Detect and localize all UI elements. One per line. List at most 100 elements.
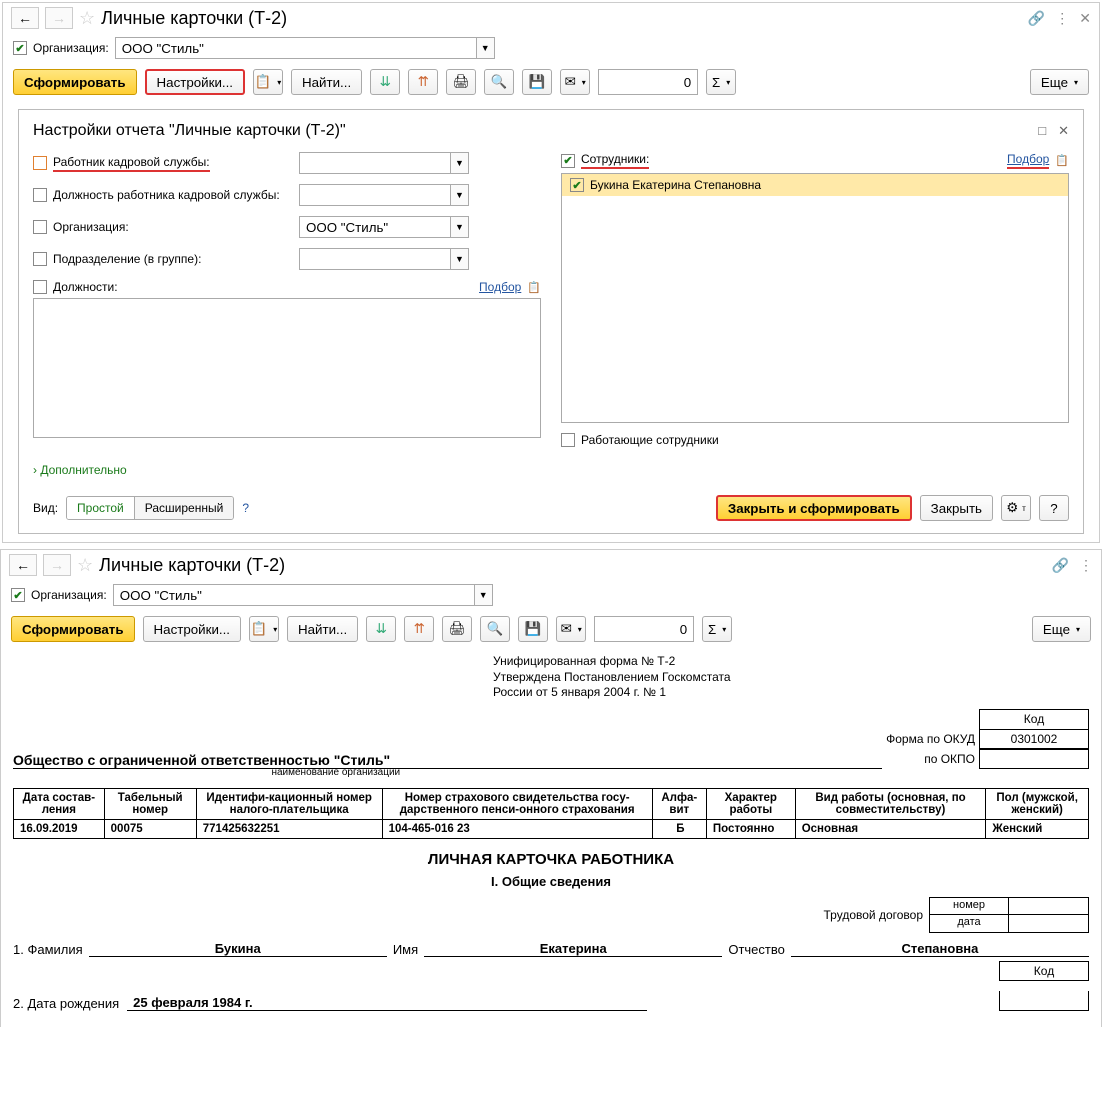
print-button-2[interactable]: 🖨 — [442, 616, 472, 642]
org-dropdown-button-2[interactable]: ▼ — [475, 584, 493, 606]
org-input-2[interactable] — [113, 584, 475, 606]
expand-button-2[interactable]: ⇊ — [366, 616, 396, 642]
name-label: Имя — [393, 942, 418, 957]
generate-button[interactable]: Сформировать — [13, 69, 137, 95]
link-icon-2[interactable]: 🔗 — [1052, 557, 1069, 574]
collapse-button-2[interactable]: ⇈ — [404, 616, 434, 642]
org-input[interactable] — [115, 37, 477, 59]
num-input-2[interactable] — [594, 616, 694, 642]
find-button[interactable]: Найти... — [291, 69, 362, 95]
report-table: Дата состав-ления Табельный номер Иденти… — [13, 788, 1089, 839]
hr-worker-checkbox[interactable] — [33, 156, 47, 170]
window-header: ← → ☆ Личные карточки (Т-2) 🔗 ⋮ ✕ — [3, 3, 1099, 33]
expand-button[interactable]: ⇊ — [370, 69, 400, 95]
org-row-s: Организация: ▼ — [33, 216, 541, 238]
collapse-button[interactable]: ⇈ — [408, 69, 438, 95]
favorite-icon[interactable]: ☆ — [79, 8, 95, 29]
meta-line-3: России от 5 января 2004 г. № 1 — [493, 685, 1089, 701]
sum-button-2[interactable]: Σ▾ — [702, 616, 732, 642]
toolbar-1: Сформировать Настройки... 📋▾ Найти... ⇊ … — [3, 63, 1099, 101]
org-dd-s[interactable]: ▼ — [451, 216, 469, 238]
settings-button-2[interactable]: Настройки... — [143, 616, 241, 642]
save-button-2[interactable]: 💾 — [518, 616, 548, 642]
org-input-s[interactable] — [299, 216, 451, 238]
hr-worker-dd[interactable]: ▼ — [451, 152, 469, 174]
td-date: 16.09.2019 — [14, 819, 105, 838]
positions-checkbox[interactable] — [33, 280, 47, 294]
dept-dd[interactable]: ▼ — [451, 248, 469, 270]
more-button[interactable]: Еще▾ — [1030, 69, 1089, 95]
settings-close-icon[interactable]: ✕ — [1058, 123, 1069, 139]
positions-podbor-link[interactable]: Подбор — [479, 280, 521, 294]
window-header-actions: 🔗 ⋮ ✕ — [1028, 10, 1091, 27]
close-icon[interactable]: ✕ — [1079, 10, 1091, 27]
positions-list[interactable] — [33, 298, 541, 438]
dept-row: Подразделение (в группе): ▼ — [33, 248, 541, 270]
mail-button[interactable]: ✉▾ — [560, 69, 590, 95]
window-2: ← → ☆ Личные карточки (Т-2) 🔗 ⋮ ✔ Органи… — [0, 549, 1102, 1027]
additional-link[interactable]: Дополнительно — [33, 463, 127, 477]
okud-label: Форма по ОКУД — [886, 732, 975, 746]
birth-row: 2. Дата рождения 25 февраля 1984 г. — [13, 991, 1089, 1011]
hr-position-dd[interactable]: ▼ — [451, 184, 469, 206]
org-checkbox[interactable]: ✔ — [13, 41, 27, 55]
employee-item[interactable]: ✔ Букина Екатерина Степановна — [562, 174, 1068, 196]
more-button-2[interactable]: Еще▾ — [1032, 616, 1091, 642]
dept-checkbox[interactable] — [33, 252, 47, 266]
generate-button-2[interactable]: Сформировать — [11, 616, 135, 642]
employees-header: ✔ Сотрудники: Подбор 📋 — [561, 152, 1069, 169]
nav-forward-button-2[interactable]: → — [43, 554, 71, 576]
close-button[interactable]: Закрыть — [920, 495, 993, 521]
working-checkbox[interactable] — [561, 433, 575, 447]
th-tabnum: Табельный номер — [104, 788, 196, 819]
employees-list[interactable]: ✔ Букина Екатерина Степановна — [561, 173, 1069, 423]
close-generate-button[interactable]: Закрыть и сформировать — [716, 495, 912, 521]
preview-button[interactable]: 🔍 — [484, 69, 514, 95]
help-link[interactable]: ? — [242, 501, 249, 515]
report-area: Унифицированная форма № Т-2 Утверждена П… — [1, 648, 1101, 1017]
maximize-icon[interactable]: □ — [1038, 123, 1046, 139]
sum-button[interactable]: Σ▾ — [706, 69, 736, 95]
org-label-2: Организация: — [31, 588, 107, 602]
preview-button-2[interactable]: 🔍 — [480, 616, 510, 642]
contract-row: Трудовой договор номер дата — [13, 897, 1089, 933]
more-icon[interactable]: ⋮ — [1055, 10, 1069, 27]
paste-button-2[interactable]: 📋▾ — [249, 616, 279, 642]
dept-label: Подразделение (в группе): — [53, 252, 201, 266]
settings-title: Настройки отчета "Личные карточки (Т-2)" — [33, 122, 346, 140]
favorite-icon-2[interactable]: ☆ — [77, 555, 93, 576]
window-title-2: Личные карточки (Т-2) — [99, 555, 285, 576]
vid-ext-button[interactable]: Расширенный — [135, 497, 234, 519]
settings-button[interactable]: Настройки... — [145, 69, 245, 95]
nav-back-button-2[interactable]: ← — [9, 554, 37, 576]
org-input-wrap-2: ▼ — [113, 584, 493, 606]
mail-button-2[interactable]: ✉▾ — [556, 616, 586, 642]
vid-simple-button[interactable]: Простой — [67, 497, 135, 519]
find-button-2[interactable]: Найти... — [287, 616, 358, 642]
help-button[interactable]: ? — [1039, 495, 1069, 521]
save-button[interactable]: 💾 — [522, 69, 552, 95]
filter-button[interactable]: ⚙т — [1001, 495, 1031, 521]
org-dropdown-button[interactable]: ▼ — [477, 37, 495, 59]
th-worktype: Вид работы (основная, по совместительств… — [795, 788, 986, 819]
hr-position-checkbox[interactable] — [33, 188, 47, 202]
org-checkbox-2[interactable]: ✔ — [11, 588, 25, 602]
hr-position-input[interactable] — [299, 184, 451, 206]
link-icon[interactable]: 🔗 — [1028, 10, 1045, 27]
employees-checkbox[interactable]: ✔ — [561, 154, 575, 168]
print-button[interactable]: 🖨 — [446, 69, 476, 95]
nav-back-button[interactable]: ← — [11, 7, 39, 29]
more-icon-2[interactable]: ⋮ — [1079, 557, 1093, 574]
org-checkbox-s[interactable] — [33, 220, 47, 234]
nav-forward-button[interactable]: → — [45, 7, 73, 29]
num-input[interactable] — [598, 69, 698, 95]
employee-item-checkbox[interactable]: ✔ — [570, 178, 584, 192]
form-meta: Унифицированная форма № Т-2 Утверждена П… — [493, 654, 1089, 701]
dept-input[interactable] — [299, 248, 451, 270]
employees-podbor-link[interactable]: Подбор — [1007, 152, 1049, 169]
paste-button[interactable]: 📋▾ — [253, 69, 283, 95]
positions-paste-icon[interactable]: 📋 — [527, 281, 541, 294]
hr-worker-input[interactable] — [299, 152, 451, 174]
employees-paste-icon[interactable]: 📋 — [1055, 154, 1069, 167]
table-header-row: Дата состав-ления Табельный номер Иденти… — [14, 788, 1089, 819]
